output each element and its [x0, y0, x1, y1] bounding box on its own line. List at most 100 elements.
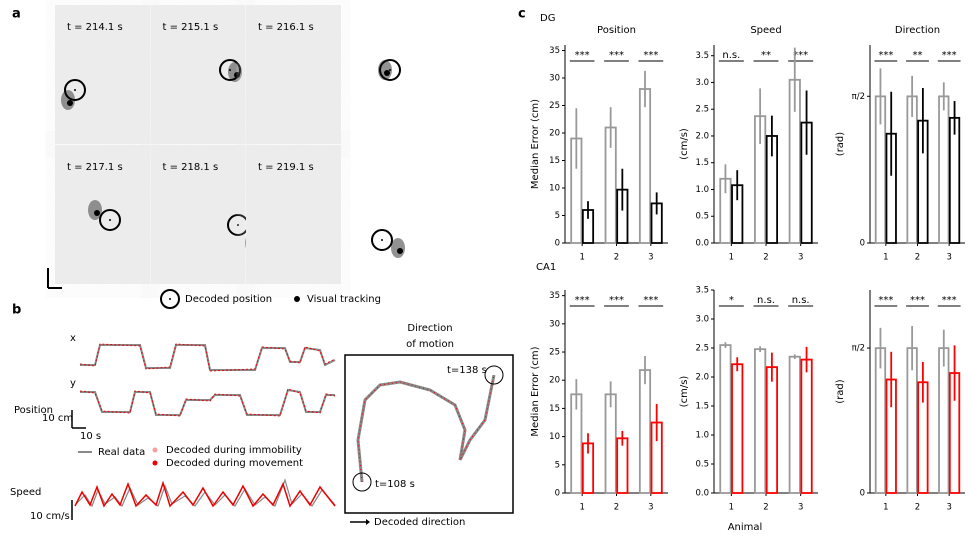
y-tick-label: 0: [860, 239, 865, 249]
speed-decoded: [74, 480, 336, 508]
decoded-center: [109, 219, 111, 221]
x-tick-label: 3: [798, 503, 803, 513]
y-tick-label: π/2: [852, 92, 865, 102]
y-tick-label: 2.5: [695, 105, 709, 115]
decoded-position: [64, 79, 86, 101]
bar: [638, 88, 652, 244]
trajectory: [356, 374, 496, 483]
y-tick-label: 3.0: [695, 78, 709, 88]
frame-time: t = 216.1 s: [258, 22, 314, 33]
decoded-position: [219, 59, 241, 81]
y-tick-label: 1.5: [695, 158, 709, 168]
y-axis-label: (rad): [835, 379, 846, 403]
legend-dot: [152, 460, 158, 466]
x-tick-label: 2: [763, 253, 768, 263]
y-tick-label: 20: [549, 129, 560, 139]
decoded-position: [371, 229, 393, 251]
x-tick-label: 2: [614, 253, 619, 263]
direction-title: Direction: [407, 323, 452, 334]
legend-dot: [294, 296, 300, 302]
legend-label: Decoded during immobility: [166, 445, 302, 456]
scale-label: 10 s: [80, 431, 101, 442]
x-tick-label: 1: [579, 253, 584, 263]
decoded-x: [79, 343, 336, 372]
y-axis-label: Median Error (cm): [530, 346, 541, 436]
significance-label: ***: [609, 50, 624, 61]
chart-title: Speed: [750, 25, 781, 36]
y-tick-label: 1.0: [695, 185, 709, 195]
y-tick-label: 20: [549, 376, 560, 386]
significance-label: ***: [575, 50, 590, 61]
direction-box: [344, 354, 514, 514]
decoded-position: [99, 209, 121, 231]
bar: [765, 366, 778, 494]
x-tick-label: 2: [915, 253, 920, 263]
row-label: DG: [540, 13, 555, 24]
y-tick-label: 0: [555, 489, 560, 499]
y-tick-label: 3.0: [695, 315, 709, 325]
legend-dot: [152, 447, 158, 453]
decoded-y: [79, 388, 336, 417]
chart-title: Position: [597, 25, 636, 36]
x-tick-label: 3: [798, 253, 803, 263]
x-tick-label: 3: [648, 253, 653, 263]
bar: [788, 355, 801, 494]
significance-label: *: [729, 295, 734, 306]
time-label: t=108 s: [375, 479, 415, 490]
start-marker: [352, 472, 372, 492]
tracked-position: [67, 100, 73, 106]
scale-label: 10 cm/s: [30, 511, 70, 522]
x-tick-label: 1: [729, 253, 734, 263]
significance-label: ***: [609, 295, 624, 306]
y-tick-label: 5: [555, 460, 560, 470]
y-tick-label: 0.5: [695, 460, 709, 470]
significance-label: ***: [878, 50, 893, 61]
x-tick-label: 3: [946, 253, 951, 263]
animal: [391, 238, 405, 258]
tracked-position: [94, 210, 100, 216]
significance-label: ***: [942, 50, 957, 61]
bar: [948, 116, 961, 244]
frames: t = 214.1 s t = 215.1 s t = 216.1 s t = 217…: [55, 5, 405, 284]
y-tick-label: 3.5: [695, 286, 709, 296]
x-axis-label: Animal: [728, 522, 763, 533]
trace-y: [80, 388, 335, 416]
decoded-center: [381, 239, 383, 241]
bar: [938, 95, 950, 244]
bar: [754, 348, 767, 494]
y-tick-label: 2.5: [695, 344, 709, 354]
y-tick-label: 15: [549, 156, 560, 166]
bar: [604, 393, 617, 494]
x-tick-label: 1: [729, 503, 734, 513]
significance-label: ***: [793, 50, 808, 61]
significance-label: **: [761, 50, 771, 61]
y-tick-label: 3.5: [695, 51, 709, 61]
decoded-center: [237, 224, 239, 226]
legend-label: Decoded during movement: [166, 458, 303, 469]
x-tick-label: 2: [915, 503, 920, 513]
significance-label: ***: [643, 50, 658, 61]
decoded-center: [229, 69, 231, 71]
tracked-position: [397, 248, 403, 254]
legend-dot: [169, 298, 171, 300]
y-tick-label: 0.0: [695, 239, 709, 249]
tracked-position: [234, 72, 240, 78]
decoded-center: [74, 89, 76, 91]
y-tick-label: 2.0: [695, 131, 709, 141]
end-marker: [484, 365, 504, 385]
y-axis-label: (cm/s): [679, 128, 690, 160]
bar: [874, 347, 887, 494]
y-tick-label: 0.0: [695, 489, 709, 499]
panel-label: a: [12, 7, 21, 22]
y-tick-label: 15: [549, 404, 560, 414]
x-tick-label: 1: [883, 503, 888, 513]
y-tick-label: 30: [549, 319, 560, 329]
y-axis-label: (cm/s): [679, 376, 690, 408]
frame-time: t = 218.1 s: [163, 162, 219, 173]
panel-label: c: [518, 7, 526, 22]
y-tick-label: 25: [549, 101, 560, 111]
frame-time: t = 214.1 s: [67, 22, 123, 33]
panel-label: b: [12, 303, 21, 318]
